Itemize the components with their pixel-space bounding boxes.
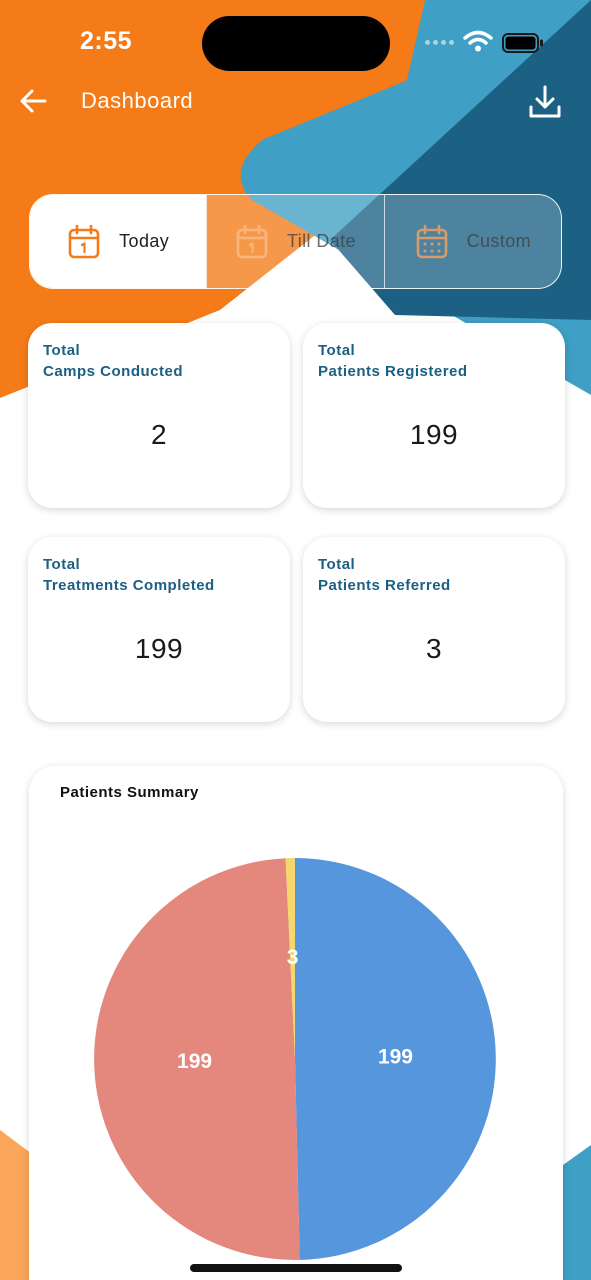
stat-card-value: 199 xyxy=(134,633,184,664)
arrow-left-icon[interactable] xyxy=(16,86,50,116)
blue-corner-shape xyxy=(560,1145,591,1280)
stat-card-value: 199 xyxy=(409,419,459,450)
page-title: Dashboard xyxy=(81,88,194,113)
stat-card-title-line2: Camps Conducted xyxy=(43,363,184,380)
stat-card-title-line1: Total xyxy=(43,342,81,359)
dynamic-island xyxy=(202,16,390,71)
status-time: 2:55 xyxy=(80,27,133,55)
stat-card-title: Total Patients Referred xyxy=(318,554,451,596)
stat-card-title: Total Patients Registered xyxy=(318,340,468,382)
calendar-grid-icon xyxy=(416,224,447,258)
tab-custom-label: Custom xyxy=(466,231,532,251)
wifi-icon xyxy=(463,30,493,52)
calendar-icon xyxy=(236,224,268,258)
patients-summary-card: Patients Summary 199 199 3 xyxy=(29,766,563,1280)
stat-card-title-line1: Total xyxy=(43,556,81,573)
tab-till-date-label: Till Date xyxy=(287,231,356,251)
stat-card-title-line2: Patients Registered xyxy=(318,363,468,380)
stat-card-patients-referred[interactable]: Total Patients Referred 3 xyxy=(303,537,565,722)
pie-data-label: 199 xyxy=(378,1045,413,1068)
stat-card-patients-registered[interactable]: Total Patients Registered 199 xyxy=(303,323,565,508)
stat-card-value: 3 xyxy=(425,633,443,664)
stat-card-title: Total Treatments Completed xyxy=(43,554,215,596)
stat-card-title-line1: Total xyxy=(318,556,356,573)
pie-data-label: 199 xyxy=(177,1050,212,1073)
stat-card-title-line2: Patients Referred xyxy=(318,577,451,594)
pie-slice-blue xyxy=(295,858,496,1260)
cellular-signal-icon xyxy=(425,40,454,45)
date-range-tabs: Today Till Date Custom xyxy=(29,194,562,289)
pie-chart: 199 199 3 xyxy=(94,858,496,1260)
pie-data-label: 3 xyxy=(287,946,299,969)
tab-till-date[interactable]: Till Date xyxy=(206,195,383,288)
home-indicator xyxy=(190,1264,402,1272)
pie-slice-yellow xyxy=(285,858,295,1059)
stat-card-treatments-completed[interactable]: Total Treatments Completed 199 xyxy=(28,537,290,722)
stat-card-camps-conducted[interactable]: Total Camps Conducted 2 xyxy=(28,323,290,508)
pie-slice-red xyxy=(94,858,300,1260)
tab-today[interactable]: Today xyxy=(30,195,207,288)
dark-blue-background-shape xyxy=(330,0,591,320)
stat-card-title-line2: Treatments Completed xyxy=(43,577,215,594)
calendar-icon xyxy=(68,224,100,258)
tab-today-label: Today xyxy=(119,231,170,251)
stat-card-value: 2 xyxy=(150,419,168,450)
chart-title: Patients Summary xyxy=(60,784,199,801)
download-icon[interactable] xyxy=(526,83,564,121)
tab-custom[interactable]: Custom xyxy=(383,195,561,288)
stat-card-title-line1: Total xyxy=(318,342,356,359)
stat-card-title: Total Camps Conducted xyxy=(43,340,183,382)
battery-icon xyxy=(502,33,543,53)
